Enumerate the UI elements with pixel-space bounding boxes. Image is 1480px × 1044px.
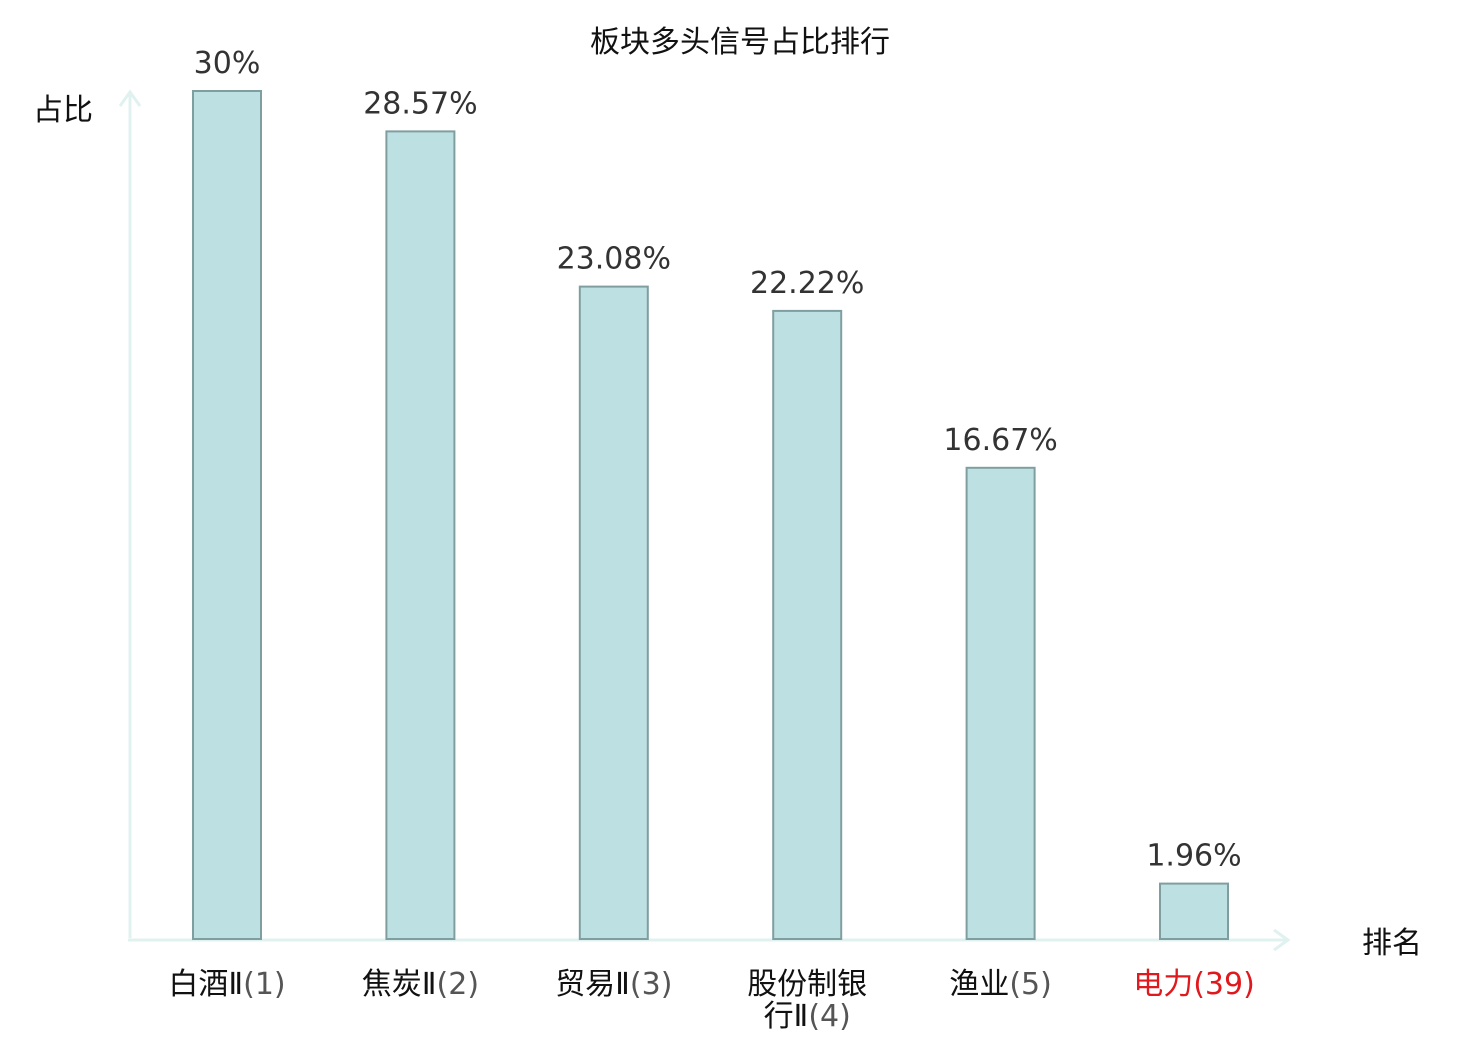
category-name: 电力: [1133, 967, 1193, 1002]
axes: [118, 89, 1291, 952]
category-rank: (5): [1009, 967, 1052, 1002]
bar-value-label: 22.22%: [750, 266, 864, 301]
category-rank: (4): [808, 999, 851, 1034]
category-label: 电力(39): [1133, 967, 1255, 1002]
category-name-part: 股份制银: [747, 967, 867, 1002]
category-rank: (3): [630, 967, 673, 1002]
bar: [965, 466, 1036, 940]
category-name-part: 行Ⅱ: [764, 999, 809, 1034]
category-label: 焦炭Ⅱ(2): [362, 967, 479, 1002]
bar-value-label: 23.08%: [557, 242, 671, 277]
category-label: 白酒Ⅱ(1): [168, 967, 285, 1002]
category-name: 贸易Ⅱ: [555, 967, 630, 1002]
category-rank: (2): [437, 967, 480, 1002]
y-axis-arrowhead: [118, 89, 142, 107]
bar-value-label: 16.67%: [943, 423, 1057, 458]
category-label: 贸易Ⅱ(3): [555, 967, 672, 1002]
category-name: 渔业: [949, 967, 1009, 1002]
bar-value-label: 30%: [194, 46, 261, 81]
value-labels: 30% 28.57% 23.08% 22.22% 16.67% 1.96%: [194, 46, 1242, 874]
category-name: 白酒Ⅱ: [168, 967, 243, 1002]
chart-title: 板块多头信号占比排行: [590, 25, 890, 60]
x-axis-title: 排名: [1362, 926, 1422, 961]
bar-value-label: 28.57%: [363, 86, 477, 121]
x-axis-arrowhead: [1273, 928, 1291, 952]
bar-value-label: 1.96%: [1146, 839, 1241, 874]
category-name: 焦炭Ⅱ: [362, 967, 437, 1002]
category-rank: (39): [1193, 967, 1255, 1002]
category-label-line-1: 股份制银: [747, 967, 867, 1002]
y-axis-title: 占比: [33, 93, 93, 128]
bar: [192, 90, 262, 940]
category-rank: (1): [243, 967, 286, 1002]
bar: [1159, 882, 1229, 940]
bar: [772, 309, 843, 940]
category-label: 渔业(5): [949, 967, 1052, 1002]
bar: [385, 130, 456, 940]
bar: [578, 285, 649, 941]
category-label-line-2: 行Ⅱ(4): [764, 999, 851, 1034]
bars: [192, 90, 1229, 941]
